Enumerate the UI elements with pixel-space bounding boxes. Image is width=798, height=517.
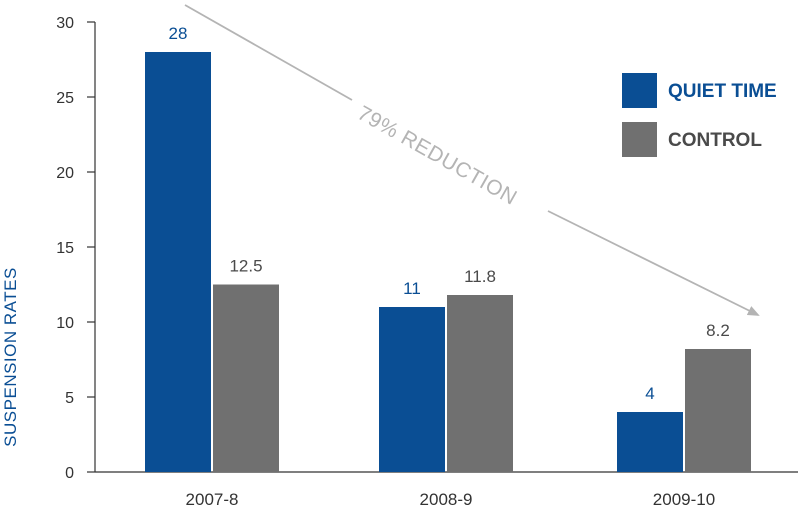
x-axis-ticks: 2007-8 2008-9 2009-10 [186, 490, 716, 509]
reduction-arrow-segment-1 [184, 4, 353, 101]
y-tick-label: 10 [56, 315, 74, 332]
y-axis-ticks: 0 5 10 15 20 25 30 [56, 15, 95, 482]
y-tick-label: 5 [65, 390, 74, 407]
bar-quiet-time-2007-8 [145, 52, 211, 472]
reduction-arrow-segment-2 [547, 210, 760, 316]
y-tick-label: 0 [65, 465, 74, 482]
data-label-control-2007-8: 12.5 [229, 257, 262, 276]
x-tick-label: 2007-8 [186, 490, 239, 509]
legend-label-control: CONTROL [668, 130, 762, 151]
y-tick-label: 30 [56, 15, 74, 32]
legend-swatch-quiet-time [622, 73, 657, 108]
data-label-quiet-time-2008-9: 11 [403, 279, 421, 298]
data-label-control-2009-10: 8.2 [706, 321, 730, 340]
y-tick-label: 25 [56, 90, 74, 107]
y-tick-label: 15 [56, 240, 74, 257]
bar-control-2007-8 [213, 284, 279, 472]
bar-control-2009-10 [685, 349, 751, 472]
reduction-annotation-text: 79% REDUCTION [354, 102, 521, 210]
data-label-control-2008-9: 11.8 [464, 267, 496, 286]
y-axis-title: SUSPENSION RATES [1, 267, 20, 447]
data-label-quiet-time-2009-10: 4 [645, 384, 654, 403]
x-tick-label: 2008-9 [420, 490, 473, 509]
bar-quiet-time-2008-9 [379, 307, 445, 472]
y-tick-label: 20 [56, 165, 74, 182]
legend-swatch-control [622, 122, 657, 157]
data-labels-group: 28 12.5 11 11.8 4 8.2 [169, 24, 730, 403]
data-label-quiet-time-2007-8: 28 [169, 24, 188, 43]
legend-label-quiet-time: QUIET TIME [668, 81, 777, 102]
x-tick-label: 2009-10 [653, 490, 715, 509]
bar-quiet-time-2009-10 [617, 412, 683, 472]
bar-control-2008-9 [447, 295, 513, 472]
bars-group [145, 52, 751, 472]
legend: QUIET TIME CONTROL [622, 73, 777, 157]
